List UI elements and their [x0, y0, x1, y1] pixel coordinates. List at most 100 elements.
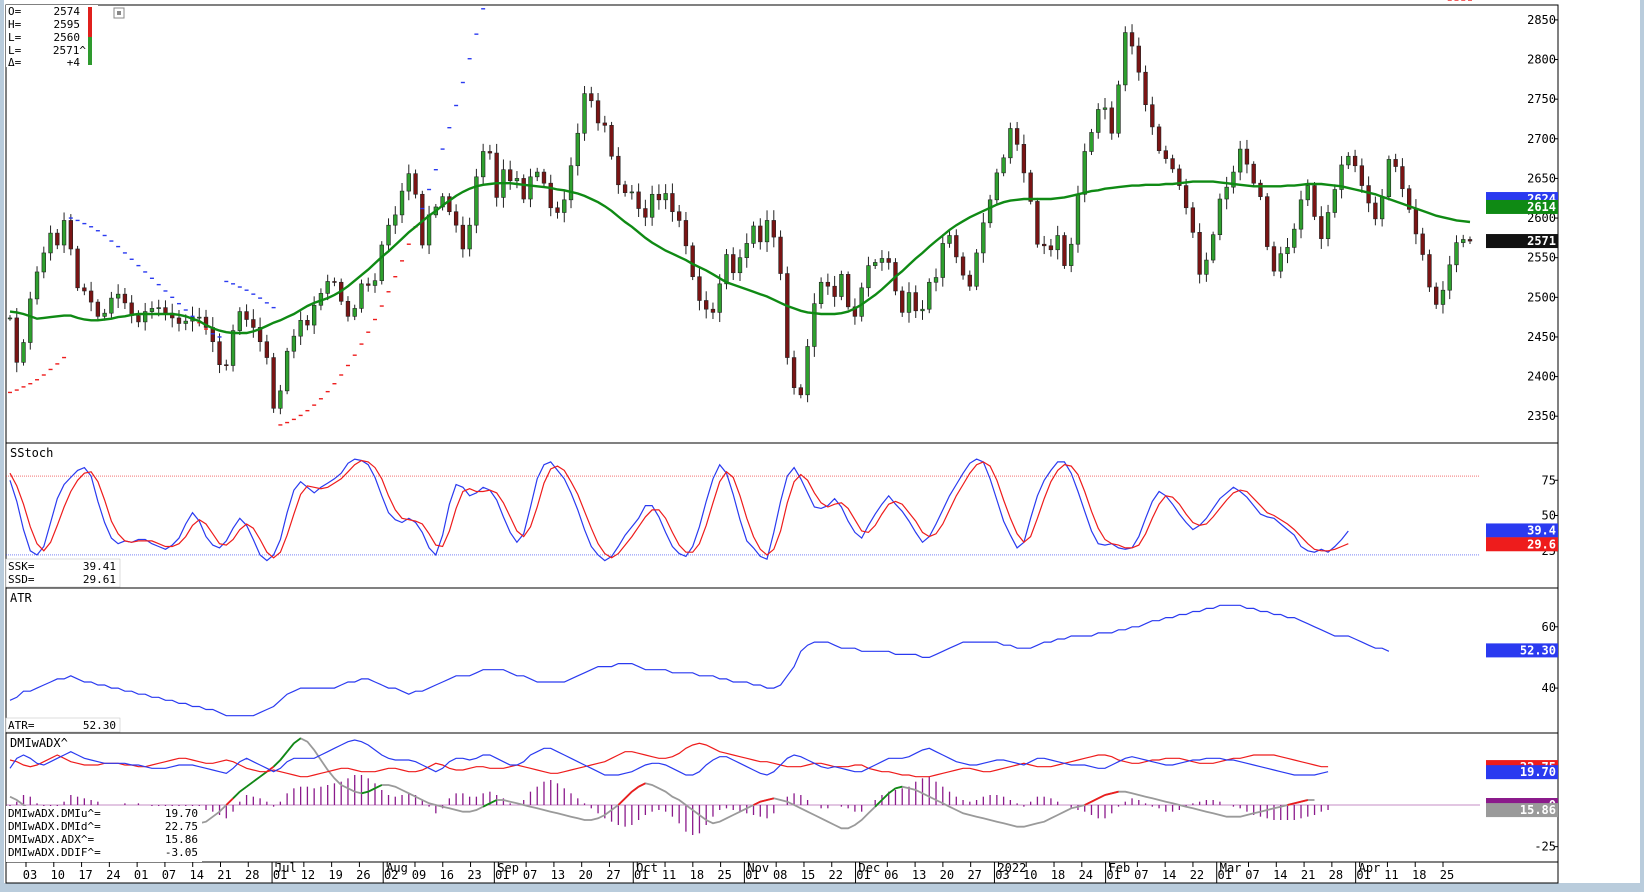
candle-body [1393, 159, 1398, 167]
candle-body [683, 220, 689, 247]
candle-body [582, 93, 587, 134]
candle-body [251, 319, 256, 328]
adx-rising-segment [246, 780, 254, 788]
candle-body [575, 132, 580, 167]
x-day-label: 20 [578, 868, 592, 882]
adx-rising-segment [1294, 800, 1302, 805]
price-y-tick-label: 2550 [1527, 251, 1556, 265]
candle-body [677, 211, 682, 221]
candle-body [697, 276, 702, 301]
range-bar-green [88, 37, 92, 65]
candle-body [1346, 155, 1351, 166]
adx-rising-segment [631, 785, 640, 793]
candle-body [284, 350, 290, 392]
adx-rising-segment [286, 742, 295, 753]
candle-body [602, 122, 607, 126]
candle-body [1258, 182, 1263, 197]
candle-body [413, 173, 418, 195]
high-label: H= [8, 18, 22, 31]
sstoch-tag [1486, 523, 1558, 538]
candle-body [68, 220, 73, 250]
candle-body [487, 151, 493, 154]
x-day-label: 26 [356, 868, 370, 882]
candle-body [440, 196, 445, 208]
atr-title: ATR [10, 591, 32, 605]
candle-body [1224, 186, 1229, 200]
candle-body [453, 211, 459, 226]
candle-body [1454, 242, 1459, 266]
adx-rising-segment [1097, 794, 1106, 800]
candle-body [1366, 185, 1371, 204]
candle-body [913, 292, 918, 312]
x-day-label: 15 [801, 868, 815, 882]
candle-body [149, 308, 155, 312]
candle-body [1386, 159, 1392, 197]
x-day-label: 12 [301, 868, 315, 882]
candle-body [866, 265, 871, 289]
candle-body [1278, 253, 1283, 272]
candle-body [920, 308, 925, 312]
x-day-label: 27 [967, 868, 981, 882]
candle-body [122, 293, 128, 304]
candle-body [1075, 193, 1081, 245]
x-month-label: 2022 [997, 861, 1026, 875]
candle-body [467, 224, 472, 250]
dmi-tag-label: 19.70 [1520, 765, 1556, 779]
candle-body [271, 357, 276, 409]
price-tag-label: 2614 [1527, 200, 1556, 214]
candle-body [345, 300, 351, 317]
ssd-value: 29.61 [83, 573, 116, 586]
candle-body [1204, 259, 1209, 275]
candle-body [1177, 168, 1182, 186]
adx-rising-segment [888, 787, 896, 795]
x-day-label: 01 [495, 868, 509, 882]
sstoch-tag [1486, 537, 1558, 552]
panel-toggle-icon[interactable] [113, 7, 125, 19]
x-day-label: 03 [995, 868, 1009, 882]
x-month-label: Nov [747, 861, 769, 875]
candle-body [731, 254, 736, 274]
adx-rising-segment [293, 737, 302, 745]
ssk-value: 39.41 [83, 560, 116, 573]
candle-body [1238, 148, 1243, 173]
candle-body [352, 308, 357, 317]
candle-body [1096, 109, 1101, 133]
adx-rising-segment [1300, 799, 1308, 803]
price-y-tick-label: 2500 [1527, 290, 1556, 304]
x-month-label: Sep [497, 861, 519, 875]
candle-body [1400, 166, 1405, 190]
ssd-label: SSD= [8, 573, 35, 586]
candle-body [480, 151, 486, 178]
candle-body [778, 236, 783, 274]
x-day-label: 11 [1384, 868, 1398, 882]
adx-rising-segment [482, 802, 491, 808]
candle-body [751, 225, 756, 244]
x-month-label: Jul [275, 861, 297, 875]
price-y-tick-label: 2400 [1527, 370, 1556, 384]
candle-body [386, 224, 391, 246]
candle-body [203, 316, 209, 328]
candle-body [1123, 32, 1128, 86]
x-day-label: 23 [467, 868, 481, 882]
adx-rising-segment [1084, 800, 1092, 806]
candle-body [406, 173, 411, 192]
dmi-readout: DMIwADX.DMIu^= 19.70 DMIwADX.DMId^= 22.7… [6, 806, 202, 862]
last-value: 2571^ [53, 44, 86, 57]
high-value: 2595 [54, 18, 81, 31]
candle-body [1373, 202, 1378, 220]
candle-body [359, 283, 364, 309]
x-day-label: 01 [634, 868, 648, 882]
adx-rising-segment [617, 797, 626, 806]
candle-body [535, 171, 540, 178]
candle-body [744, 243, 749, 258]
candle-body [1332, 189, 1337, 213]
candle-body [879, 258, 885, 263]
candle-body [717, 283, 722, 313]
candle-body [1102, 107, 1108, 110]
candle-body [845, 274, 851, 308]
x-axis-strip [5, 861, 1559, 884]
dmid-line [9, 742, 1329, 778]
candle-body [298, 320, 303, 337]
adx-label: DMIwADX.ADX^= [8, 833, 94, 846]
adx-rising-segment [1111, 790, 1119, 795]
